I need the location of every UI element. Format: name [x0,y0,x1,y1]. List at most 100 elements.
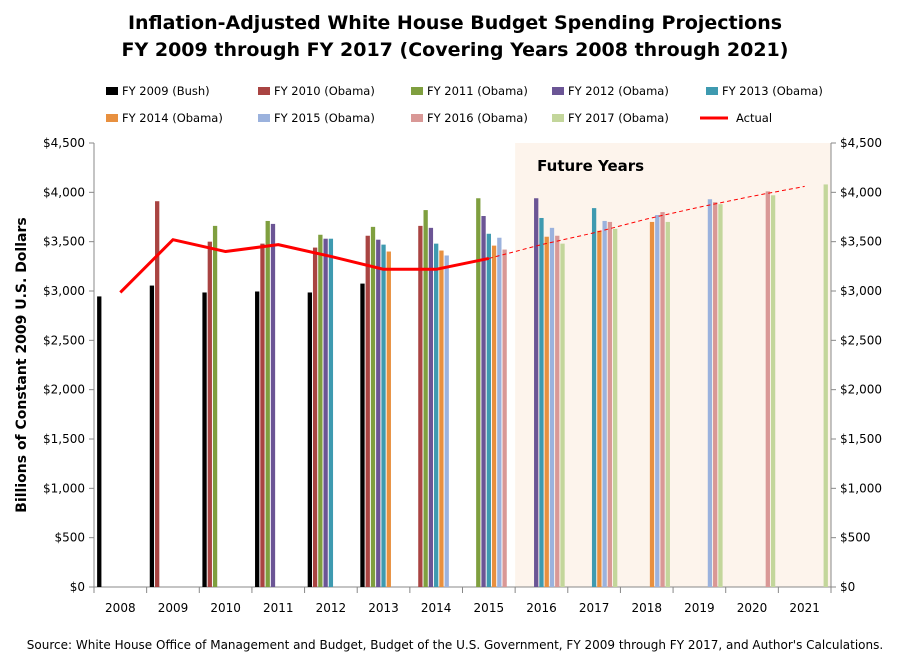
bar-fy-2009-bush- [97,296,102,587]
x-tick-label: 2018 [631,601,662,615]
bar-fy-2015-obama- [444,255,449,588]
bar-fy-2014-obama- [597,230,602,587]
bar-fy-2011-obama- [370,226,376,587]
y-tick-label-right: $0 [840,580,855,594]
bar-fy-2013-obama- [381,244,386,588]
chart-title-line-1: Inflation-Adjusted White House Budget Sp… [127,12,783,34]
y-tick-label-right: $2,500 [840,333,882,347]
legend-swatch [258,114,270,122]
y-tick-label-right: $4,000 [840,185,882,199]
bar-fy-2009-bush- [360,283,365,587]
legend-label: FY 2012 (Obama) [568,84,669,98]
bar-fy-2011-obama- [476,198,481,587]
legend-label: FY 2016 (Obama) [427,111,528,125]
future-years-region [515,143,831,587]
legend-label: FY 2014 (Obama) [122,111,223,125]
bar-fy-2013-obama- [539,217,544,587]
x-tick-label: 2009 [158,601,189,615]
y-tick-label-left: $4,000 [43,185,85,199]
bar-fy-2015-obama- [602,220,607,588]
bar-fy-2009-bush- [202,292,207,587]
bar-fy-2017-obama- [718,204,723,587]
x-tick-label: 2020 [737,601,768,615]
x-tick-label: 2008 [105,601,136,615]
bar-fy-2010-obama- [155,201,160,588]
y-tick-label-right: $1,500 [840,432,882,446]
bar-fy-2012-obama- [481,216,486,587]
y-tick-label-left: $500 [54,531,85,545]
bar-fy-2016-obama- [502,249,507,587]
y-tick-label-left: $2,500 [43,333,85,347]
y-tick-label-right: $3,500 [840,235,882,249]
legend-swatch [411,114,423,122]
legend-label: FY 2009 (Bush) [122,84,210,98]
legend-swatch [106,114,118,122]
bar-fy-2015-obama- [707,199,713,588]
legend-swatch [106,87,118,95]
chart-title-line-2: FY 2009 through FY 2017 (Covering Years … [121,39,789,61]
bar-fy-2012-obama- [270,223,276,587]
bar-fy-2017-obama- [823,184,828,587]
bar-fy-2016-obama- [555,235,560,587]
y-tick-label-left: $3,500 [43,235,85,249]
legend-swatch [411,87,423,95]
actual-trend-line [488,185,805,259]
y-tick-label-right: $1,000 [840,481,882,495]
legend-label: FY 2013 (Obama) [722,84,823,98]
bar-fy-2009-bush- [307,292,312,587]
actual-line [119,238,490,294]
x-tick-label: 2012 [316,601,347,615]
bar-fy-2013-obama- [434,243,439,587]
bar-fy-2014-obama- [439,250,444,587]
y-tick-label-right: $2,000 [840,383,882,397]
x-tick-label: 2014 [421,601,452,615]
bar-fy-2017-obama- [613,228,618,587]
legend-label: FY 2015 (Obama) [274,111,375,125]
bar-fy-2009-bush- [255,291,260,587]
legend-swatch [552,87,564,95]
bar-fy-2014-obama- [544,236,549,587]
bar-fy-2015-obama- [655,215,660,587]
legend-label: Actual [736,111,772,125]
bar-fy-2014-obama- [386,251,391,588]
bar-fy-2016-obama- [607,221,613,587]
bar-fy-2011-obama- [318,234,323,587]
x-tick-label: 2017 [579,601,610,615]
bar-fy-2011-obama- [423,210,428,588]
x-tick-label: 2011 [263,601,294,615]
legend-label: FY 2017 (Obama) [568,111,669,125]
y-tick-label-left: $1,500 [43,432,85,446]
bar-fy-2013-obama- [486,233,491,588]
legend-swatch [706,87,718,95]
chart-title: Inflation-Adjusted White House Budget Sp… [0,10,910,64]
y-tick-label-right: $500 [840,531,871,545]
bar-fy-2010-obama- [312,247,318,587]
y-tick-label-left: $3,000 [43,284,85,298]
y-tick-label-left: $4,500 [43,136,85,150]
x-tick-label: 2021 [789,601,820,615]
bar-fy-2010-obama- [260,243,265,587]
bar-fy-2011-obama- [265,220,270,588]
bar-fy-2009-bush- [149,285,155,587]
legend-label: FY 2011 (Obama) [427,84,528,98]
bar-fy-2014-obama- [649,221,655,587]
y-tick-label-left: $1,000 [43,481,85,495]
legend-swatch [258,87,270,95]
bar-fy-2016-obama- [713,202,718,587]
x-tick-label: 2016 [526,601,557,615]
bar-fy-2015-obama- [497,237,502,587]
bar-fy-2015-obama- [549,227,555,587]
y-tick-label-left: $0 [70,580,85,594]
y-tick-label-left: $2,000 [43,383,85,397]
bar-fy-2012-obama- [323,238,328,587]
bar-fy-2014-obama- [491,245,497,587]
y-tick-label-right: $4,500 [840,136,882,150]
bar-fy-2012-obama- [428,227,434,587]
legend-swatch [552,114,564,122]
bar-fy-2011-obama- [212,225,218,587]
legend-label: FY 2010 (Obama) [274,84,375,98]
y-tick-label-right: $3,000 [840,284,882,298]
future-years-label: Future Years [537,157,644,175]
x-tick-label: 2010 [210,601,241,615]
bar-fy-2012-obama- [376,239,381,587]
